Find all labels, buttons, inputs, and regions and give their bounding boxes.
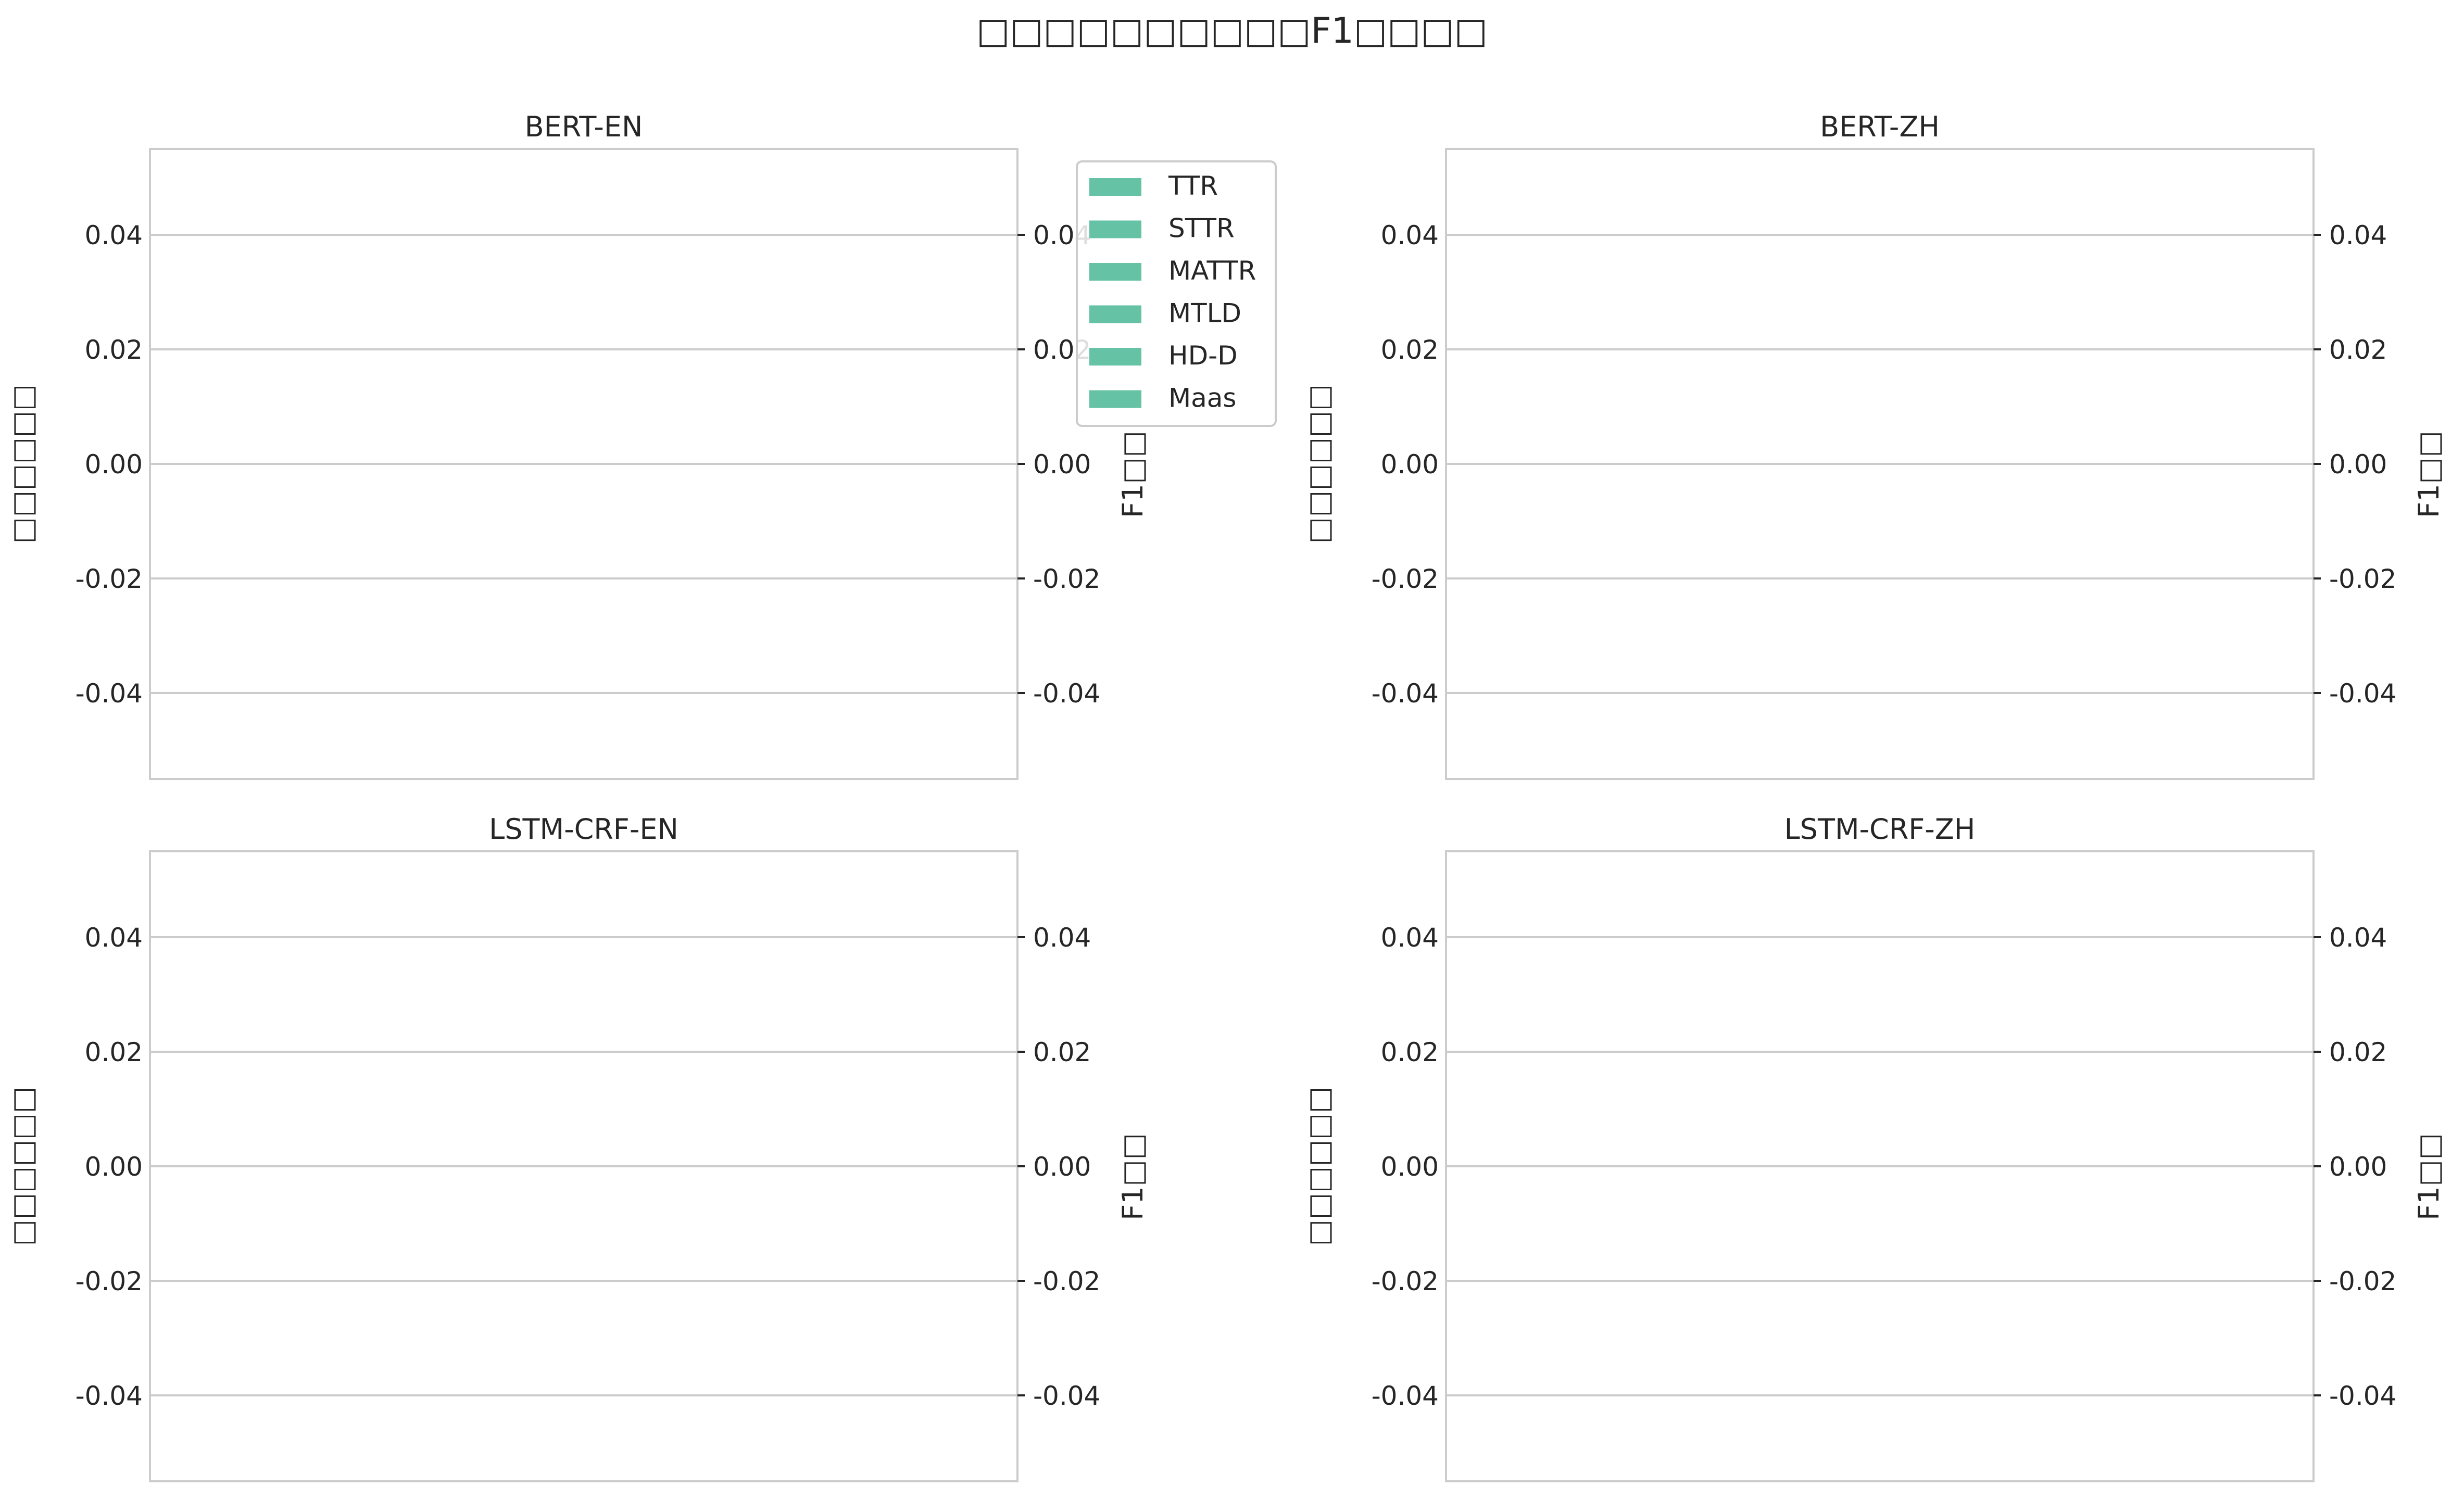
- subplot: 0.04 0.02 0.00 -0.02 -0.04 0.04 0.02 0.00 -0.02 -…: [1302, 813, 2445, 1482]
- legend-label: HD-D: [1168, 341, 1238, 371]
- y2-tick-label: 0.00: [2329, 1152, 2387, 1182]
- y2-tick-label: 0.04: [1033, 923, 1091, 953]
- y2-tick-label: -0.04: [1033, 678, 1100, 709]
- y-tick-label: 0.00: [1381, 449, 1439, 480]
- subplot: 0.04 0.02 0.00 -0.02 -0.04 0.04 0.02 0.00 -0.02 -…: [6, 813, 1149, 1482]
- y-tick-label: 0.02: [85, 335, 143, 365]
- y-axis-label: □□□□□□: [6, 1087, 39, 1246]
- y-tick-label: -0.04: [1372, 1381, 1439, 1411]
- y-tick-label: -0.04: [1372, 678, 1439, 709]
- legend-swatch: [1089, 390, 1141, 408]
- y2-tick-label: -0.02: [2329, 564, 2396, 594]
- y-tick-label: 0.02: [1381, 335, 1439, 365]
- subplot: 0.040.020.00-0.02-0.040.040.020.00-0.02-…: [6, 110, 1149, 780]
- legend: TTR STTR MATTR MTLD HD-D Maas: [1076, 160, 1277, 427]
- y-tick-label: 0.02: [85, 1037, 143, 1067]
- panels: 0.04 0.02 0.00 -0.02 -0.04 0.04 0.02 0.00 -0.02 -…: [6, 110, 2445, 1482]
- y-tick-label: 0.00: [85, 449, 143, 480]
- y-tick-label: 0.04: [85, 220, 143, 250]
- y2-tick-label: 0.02: [2329, 335, 2387, 365]
- y2-tick-label: 0.00: [1033, 1152, 1091, 1182]
- legend-swatch: [1089, 220, 1141, 238]
- y2-tick-label: -0.04: [1033, 1381, 1100, 1411]
- y2-tick-label: 0.02: [2329, 1037, 2387, 1067]
- y-tick-label: -0.02: [1372, 1266, 1439, 1296]
- subplot-title: BERT-EN: [525, 110, 643, 143]
- y2-tick-label: 0.02: [1033, 1037, 1091, 1067]
- legend-label: STTR: [1168, 213, 1235, 244]
- y-tick-label: -0.02: [76, 564, 143, 594]
- y-tick-label: -0.02: [76, 1266, 143, 1296]
- y-tick-label: 0.00: [85, 1152, 143, 1182]
- legend-label: MTLD: [1168, 298, 1241, 329]
- legend-swatch: [1089, 263, 1141, 281]
- y2-tick-label: -0.04: [2329, 1381, 2396, 1411]
- y2-axis-label: F1□□: [1116, 1133, 1149, 1220]
- legend-label: TTR: [1168, 171, 1218, 201]
- legend-swatch: [1089, 348, 1141, 366]
- y-tick-label: 0.04: [1381, 923, 1439, 953]
- y2-tick-label: -0.02: [2329, 1266, 2396, 1296]
- y2-tick-label: 0.04: [2329, 923, 2387, 953]
- y-axis-label: □□□□□□: [1302, 384, 1335, 544]
- y2-tick-label: 0.04: [2329, 220, 2387, 250]
- y-tick-label: 0.04: [1381, 220, 1439, 250]
- legend-swatch: [1089, 178, 1141, 196]
- y-tick-label: 0.02: [1381, 1037, 1439, 1067]
- subplot: 0.04 0.02 0.00 -0.02 -0.04 0.04 0.02 0.00 -0.02 -…: [1302, 110, 2445, 780]
- legend-label: Maas: [1168, 383, 1236, 413]
- y-tick-label: -0.04: [76, 678, 143, 709]
- subplot-title: LSTM-CRF-EN: [489, 813, 678, 846]
- y2-axis-label: F1□□: [1116, 431, 1149, 518]
- y2-axis-label: F1□□: [2412, 431, 2445, 518]
- y-tick-label: -0.02: [1372, 564, 1439, 594]
- y-tick-label: 0.00: [1381, 1152, 1439, 1182]
- subplot-title: LSTM-CRF-ZH: [1784, 813, 1976, 846]
- y-tick-label: 0.04: [85, 923, 143, 953]
- y2-tick-label: -0.02: [1033, 1266, 1100, 1296]
- y2-tick-label: 0.00: [2329, 449, 2387, 480]
- legend-label: MATTR: [1168, 256, 1256, 286]
- y2-tick-label: -0.02: [1033, 564, 1100, 594]
- subplot-title: BERT-ZH: [1820, 110, 1940, 143]
- y2-tick-label: 0.00: [1033, 449, 1091, 480]
- legend-swatch: [1089, 305, 1141, 323]
- y2-axis-label: F1□□: [2412, 1133, 2445, 1220]
- y-axis-label: □□□□□□: [6, 384, 39, 544]
- y2-tick-label: -0.04: [2329, 678, 2396, 709]
- figure-title: □□□□□□□□□□F1□□□□: [976, 10, 1488, 52]
- y-axis-label: □□□□□□: [1302, 1087, 1335, 1246]
- y-tick-label: -0.04: [76, 1381, 143, 1411]
